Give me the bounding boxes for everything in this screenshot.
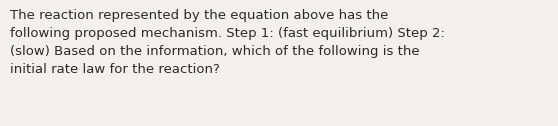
Text: The reaction represented by the equation above has the
following proposed mechan: The reaction represented by the equation… (10, 9, 445, 76)
